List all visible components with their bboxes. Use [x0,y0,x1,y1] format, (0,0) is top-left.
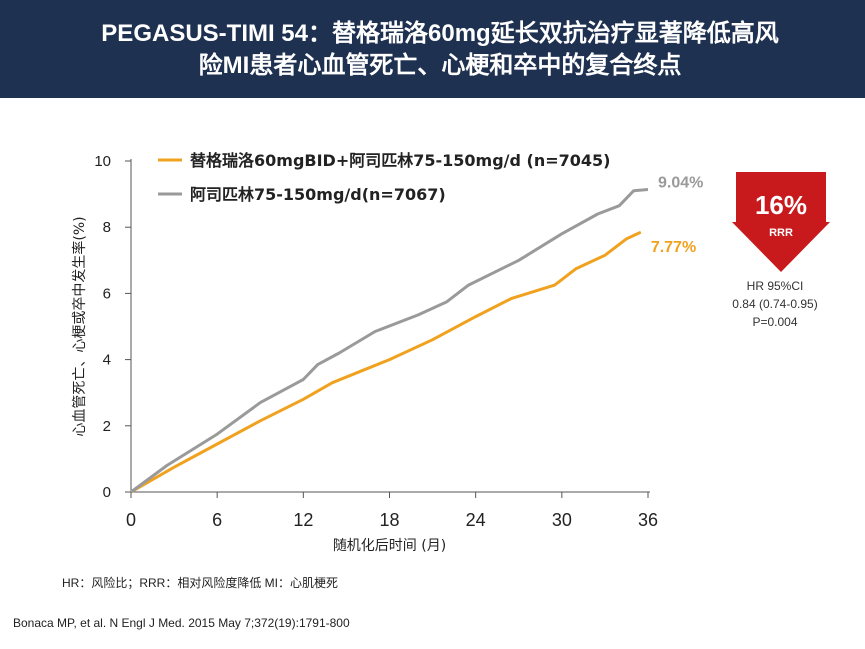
y-tick-label: 2 [103,418,111,435]
rrr-label: RRR [769,227,793,239]
title-banner: PEGASUS-TIMI 54：替格瑞洛60mg延长双抗治疗显著降低高风 险MI… [0,0,865,98]
x-tick-label: 24 [466,510,486,530]
series-end-labels: 7.77% 9.04% [651,174,704,256]
legend-label-1: 替格瑞洛60mgBID+阿司匹林75-150mg/d (n=7045) [190,151,610,170]
series-end-label-1: 7.77% [651,239,696,256]
series-end-label-2: 9.04% [658,174,703,191]
y-tick-label: 6 [103,285,111,302]
y-tick-label: 8 [103,219,111,236]
citation: Bonaca MP, et al. N Engl J Med. 2015 May… [13,616,350,630]
y-axis-label: 心血管死亡、心梗或卒中发生率(%) [71,216,88,436]
y-tick-label: 0 [103,484,111,501]
chart-series [130,188,649,494]
title-line-1: PEGASUS-TIMI 54：替格瑞洛60mg延长双抗治疗显著降低高风 [101,20,779,47]
rrr-value: 16% [754,190,808,220]
hazard-ratio-stats: HR 95%CI 0.84 (0.74-0.95) P=0.004 [700,277,850,331]
x-tick-label: 18 [379,510,399,530]
legend-label-2: 阿司匹林75-150mg/d(n=7067) [190,185,446,204]
page-title: PEGASUS-TIMI 54：替格瑞洛60mg延长双抗治疗显著降低高风 险MI… [40,18,840,82]
y-tick-label: 4 [103,352,111,369]
x-tick-label: 0 [126,510,136,530]
x-tick-label: 12 [293,510,313,530]
abbreviation-footnote: HR：风险比；RRR：相对风险度降低 MI：心肌梗死 [62,576,338,590]
x-tick-label: 36 [638,510,658,530]
rrr-arrow-icon [732,172,830,272]
x-tick-label: 30 [552,510,572,530]
hr-value: 0.84 (0.74-0.95) [732,297,818,311]
p-value: P=0.004 [752,315,798,329]
x-axis-label: 随机化后时间 (月) [333,538,446,554]
chart-legend: 替格瑞洛60mgBID+阿司匹林75-150mg/d (n=7045) 阿司匹林7… [158,151,610,204]
series-line-1 [130,230,642,494]
x-tick-label: 6 [212,510,222,530]
y-tick-label: 10 [94,153,111,170]
hr-label: HR 95%CI [746,279,804,293]
series-line-2 [130,188,649,494]
title-line-2: 险MI患者心血管死亡、心梗和卒中的复合终点 [198,52,682,79]
